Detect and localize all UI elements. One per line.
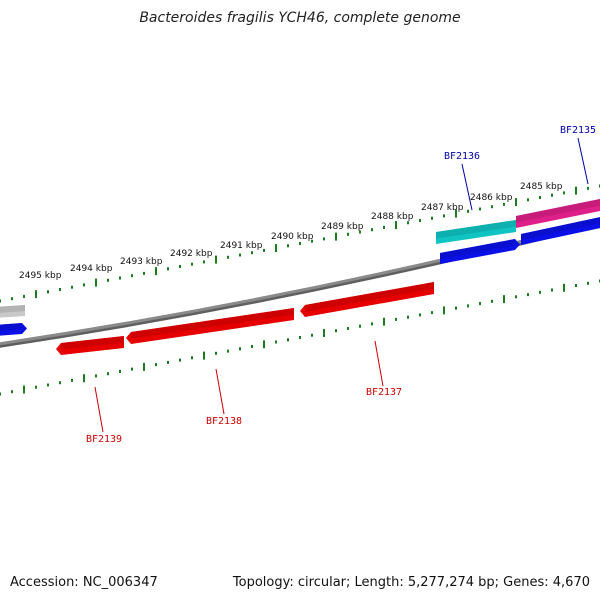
accession-text: Accession: NC_006347 — [10, 575, 158, 590]
gene-leader-line — [215, 368, 225, 415]
gene-left-grey-segment[interactable] — [0, 305, 25, 318]
scale-label: 2492 kbp — [170, 249, 213, 259]
gene-leader-line — [461, 163, 473, 211]
gene-leader-line — [374, 340, 384, 387]
scale-label: 2485 kbp — [520, 182, 563, 192]
gene-label-bf2136[interactable]: BF2136 — [444, 151, 480, 162]
genome-backbone — [0, 220, 600, 348]
gene-features — [0, 198, 600, 355]
gene-bf2137[interactable] — [300, 282, 434, 317]
gene-bf2138-shade — [131, 308, 294, 339]
gene-bf2136-teal-segment[interactable] — [436, 220, 516, 244]
gene-bf2138[interactable] — [126, 308, 294, 344]
scale-label: 2491 kbp — [220, 241, 263, 251]
gene-left-grey-segment-shade — [0, 305, 25, 313]
gene-bf2136-shade — [440, 239, 515, 260]
gene-left-blue-segment[interactable] — [0, 323, 27, 336]
gene-leader-line — [577, 137, 589, 185]
scale-label: 2488 kbp — [371, 212, 414, 222]
genome-summary-text: Topology: circular; Length: 5,277,274 bp… — [232, 575, 590, 590]
gene-bf2139-shade — [61, 336, 124, 350]
scale-label: 2494 kbp — [70, 264, 113, 274]
scale-label: 2490 kbp — [271, 232, 314, 242]
gene-bf2136[interactable] — [440, 239, 520, 264]
scale-labels: 2485 kbp 2486 kbp 2487 kbp 2488 kbp 2489 kbp… — [19, 182, 563, 281]
scale-label: 2489 kbp — [321, 222, 364, 232]
gene-bf2135-magenta-segment-shade — [516, 199, 600, 223]
gene-leader-line — [94, 386, 104, 433]
gene-left-blue-segment-shade — [0, 323, 22, 331]
gene-bf2135-magenta-segment[interactable] — [516, 198, 600, 228]
gene-bf2135[interactable] — [521, 216, 600, 245]
gene-bf2136-teal-segment-shade — [436, 220, 516, 239]
genome-title: Bacteroides fragilis YCH46, complete gen… — [139, 10, 461, 26]
gene-label-bf2138[interactable]: BF2138 — [206, 416, 242, 427]
outer-tick-track — [0, 184, 600, 303]
inner-tick-track — [0, 279, 600, 396]
scale-label: 2493 kbp — [120, 257, 163, 267]
scale-label: 2495 kbp — [19, 271, 62, 281]
gene-bf2137-shade — [305, 282, 434, 312]
gene-bf2139[interactable] — [56, 336, 124, 355]
gene-label-bf2137[interactable]: BF2137 — [366, 387, 402, 398]
gene-label-bf2135[interactable]: BF2135 — [560, 125, 596, 136]
gene-label-bf2139[interactable]: BF2139 — [86, 434, 122, 445]
gene-labels: BF2135 BF2136 BF2137 BF2138 BF2139 — [86, 125, 596, 445]
scale-label: 2487 kbp — [421, 203, 464, 213]
scale-label: 2486 kbp — [470, 193, 513, 203]
gene-bf2135-shade — [521, 217, 600, 241]
backbone-arc — [0, 220, 600, 346]
